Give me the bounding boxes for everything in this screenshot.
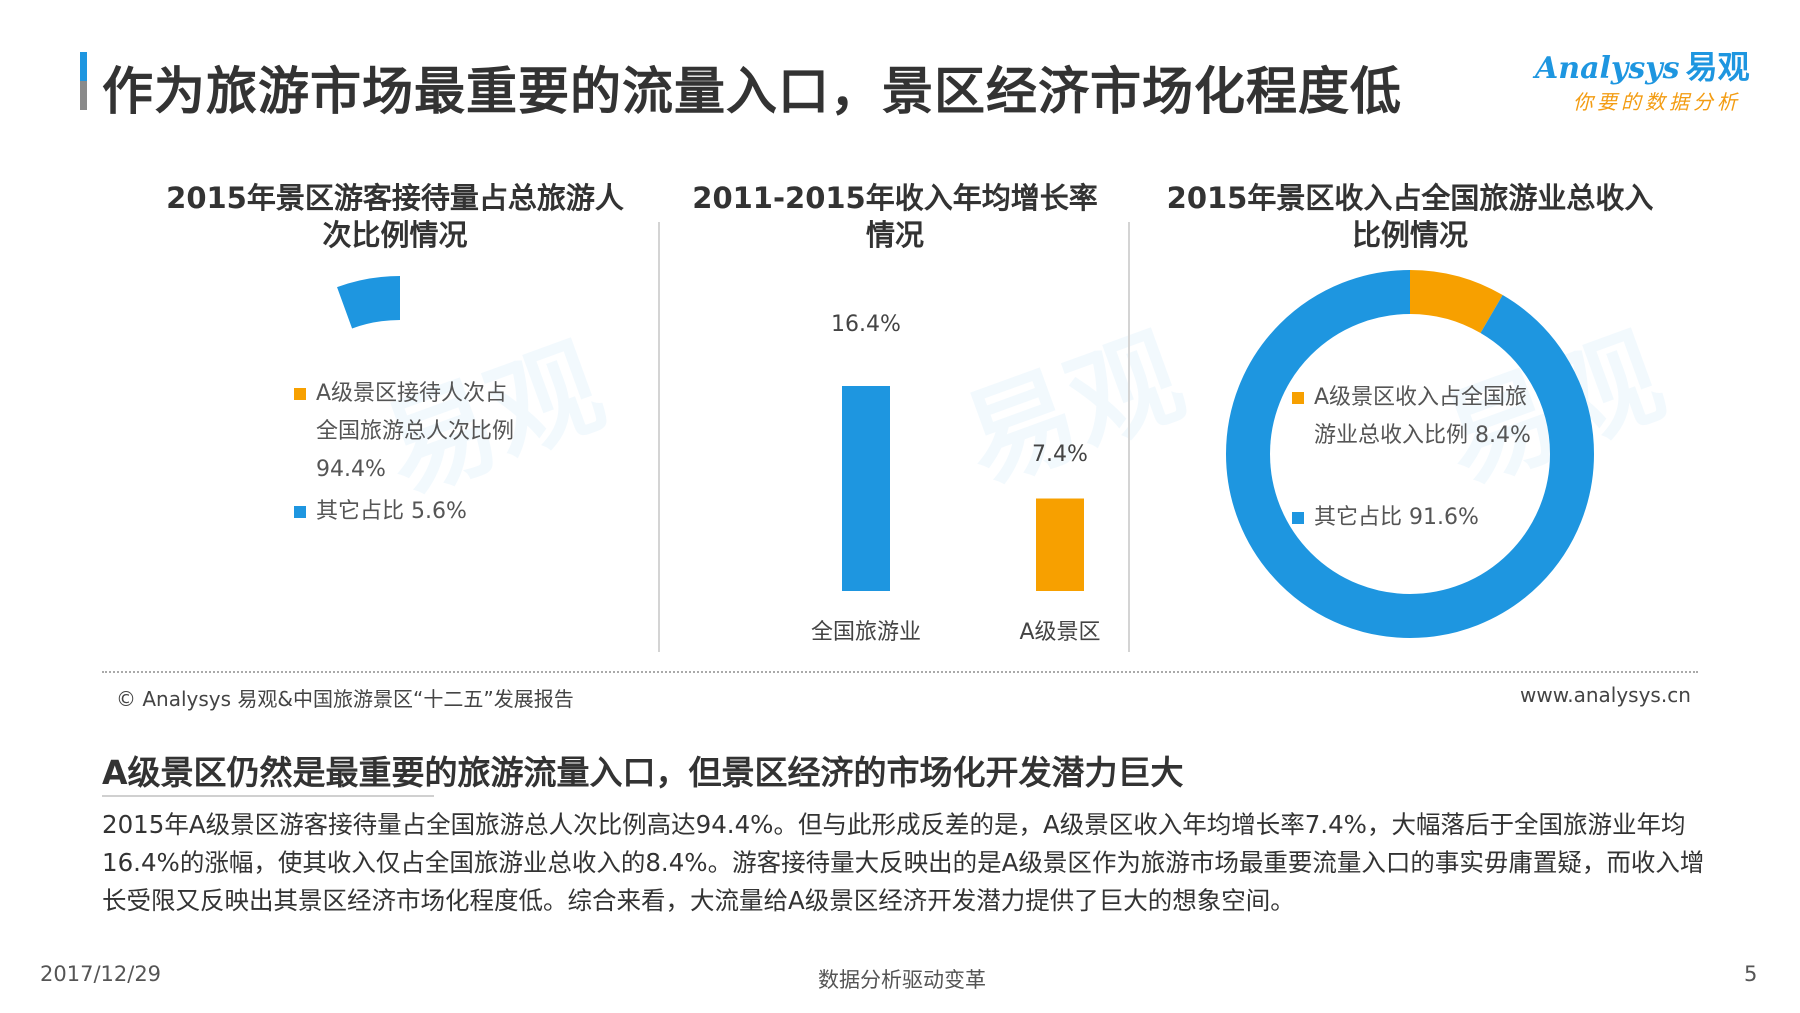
donut-chart-visitor-share [216, 276, 584, 644]
bar-category-label: 全国旅游业 [810, 620, 921, 645]
summary-underline [102, 795, 434, 797]
chart-title-line: 2015年景区游客接待量占总旅游人 [166, 181, 624, 215]
chart-title-line: 2015年景区收入占全国旅游业总收入 [1166, 181, 1654, 215]
legend-item-other: 其它占比 91.6% [1292, 499, 1531, 537]
legend-swatch-blue [1292, 512, 1304, 524]
page-number: 5 [1744, 962, 1758, 986]
chart-panel-revenue-share: 2015年景区收入占全国旅游业总收入 比例情况 A级景区收入占全国旅 游业总收入… [1130, 180, 1690, 660]
source-divider [102, 671, 1698, 673]
bar-category-label: A级景区 [1019, 620, 1101, 645]
chart-legend: A级景区接待人次占 全国旅游总人次比例 94.4% 其它占比 5.6% [294, 375, 514, 531]
legend-label: 全国旅游总人次比例 [316, 419, 515, 444]
page-title: 作为旅游市场最重要的流量入口，景区经济市场化程度低 [102, 63, 1403, 122]
chart-title-line: 2011-2015年收入年均增长率 [692, 181, 1098, 215]
chart-title: 2015年景区游客接待量占总旅游人 次比例情况 [110, 180, 680, 254]
chart-title-line: 比例情况 [1351, 218, 1468, 252]
footer-date: 2017/12/29 [40, 962, 162, 986]
legend-label-cont: 94.4% [294, 451, 514, 489]
footer-slogan: 数据分析驱动变革 [818, 968, 986, 992]
bar-value-label: 16.4% [831, 312, 901, 337]
chart-title-line: 情况 [865, 218, 924, 252]
legend-label: 94.4% [316, 457, 386, 482]
chart-panel-growth-rate: 2011-2015年收入年均增长率 情况 16.4% 7.4% 全国旅游业 A级… [660, 180, 1130, 660]
chart-title: 2015年景区收入占全国旅游业总收入 比例情况 [1130, 180, 1690, 254]
bar-a-level-scenic [1036, 498, 1084, 591]
legend-item-a-level: A级景区收入占全国旅 [1292, 379, 1531, 417]
donut-slice-other [1226, 270, 1594, 638]
logo-brand-en: Analysys [1535, 51, 1680, 86]
logo-brand-cn: 易观 [1685, 48, 1750, 86]
legend-label: A级景区收入占全国旅 [1314, 385, 1528, 410]
legend-label: 其它占比 91.6% [1314, 505, 1479, 530]
vertical-divider [658, 222, 660, 652]
summary-title: A级景区仍然是最重要的旅游流量入口，但景区经济的市场化开发潜力巨大 [102, 753, 1184, 792]
logo-text: Analysys 易观 [1535, 42, 1750, 88]
logo-tagline: 你要的数据分析 [1573, 90, 1741, 114]
summary-body: 2015年A级景区游客接待量占全国旅游总人次比例高达94.4%。但与此形成反差的… [102, 810, 1705, 915]
bar-value-label: 7.4% [1032, 442, 1088, 467]
chart-panel-visitor-share: 2015年景区游客接待量占总旅游人 次比例情况 A级景区接待人次占 全国旅游总人… [110, 180, 680, 660]
donut-slice-other [216, 276, 584, 644]
vertical-divider [1128, 222, 1130, 652]
legend-swatch-blue [294, 506, 306, 518]
legend-label: 其它占比 5.6% [316, 499, 467, 524]
legend-label: 游业总收入比例 8.4% [1314, 423, 1531, 448]
legend-swatch-orange [1292, 392, 1304, 404]
donut-chart-revenue-share [1226, 270, 1594, 638]
legend-swatch-orange [294, 388, 306, 400]
bar-chart-growth-rate [842, 386, 1084, 591]
chart-title: 2011-2015年收入年均增长率 情况 [660, 180, 1130, 254]
legend-label: A级景区接待人次占 [316, 381, 508, 406]
title-accent-bar [80, 52, 87, 110]
source-citation: © Analysys 易观&中国旅游景区“十二五”发展报告 [116, 687, 574, 711]
brand-logo: Analysys 易观 你要的数据分析 [1535, 42, 1765, 122]
legend-item-other: 其它占比 5.6% [294, 493, 514, 531]
chart-title-line: 次比例情况 [322, 218, 468, 252]
legend-item-a-level: A级景区接待人次占 [294, 375, 514, 413]
chart-legend: A级景区收入占全国旅 游业总收入比例 8.4% 其它占比 91.6% [1292, 379, 1531, 537]
source-website: www.analysys.cn [1520, 683, 1691, 707]
bar-national-tourism [842, 386, 890, 591]
legend-label-cont: 游业总收入比例 8.4% [1292, 417, 1531, 455]
legend-label-cont: 全国旅游总人次比例 [294, 413, 514, 451]
